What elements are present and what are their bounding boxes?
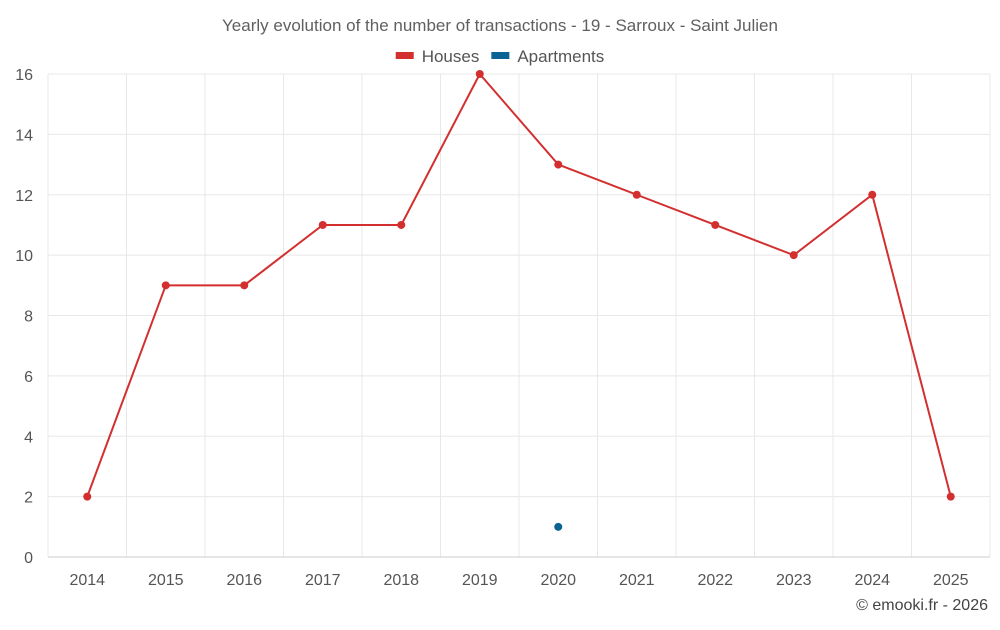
x-tick-label: 2018 [383,572,419,589]
y-tick-label: 6 [24,369,33,386]
x-tick-label: 2019 [462,572,498,589]
data-point-houses[interactable] [397,220,406,229]
y-tick-label: 14 [15,127,33,144]
data-point-houses[interactable] [318,220,327,229]
x-tick-label: 2023 [776,572,812,589]
data-point-houses[interactable] [946,492,955,501]
y-tick-label: 12 [15,188,33,205]
y-tick-label: 0 [24,550,33,567]
series-apartments [554,522,563,531]
legend-item-houses[interactable]: Houses [395,47,480,66]
data-point-houses[interactable] [789,251,798,260]
x-tick-label: 2020 [540,572,576,589]
series-line-houses [86,72,952,497]
legend-label: Apartments [517,47,604,66]
legend-swatch [491,52,510,59]
legend: Houses Apartments [395,47,604,66]
data-point-houses[interactable] [632,190,641,199]
x-tick-label: 2014 [69,572,105,589]
legend-swatch [395,52,414,59]
data-point-houses[interactable] [554,160,563,169]
data-point-houses[interactable] [161,281,170,290]
y-tick-label: 8 [24,309,33,326]
x-tick-label: 2015 [148,572,184,589]
y-tick-label: 2 [24,490,33,507]
data-point-houses[interactable] [711,220,720,229]
grid-lines [47,73,991,557]
x-tick-label: 2017 [305,572,341,589]
axes: 0 2 4 6 8 10 12 14 16 2014 2015 2016 2017 2018 2019 202… [15,67,990,589]
series-layer [83,70,955,531]
x-tick-label: 2022 [697,572,733,589]
series-houses [83,70,955,501]
legend-label: Houses [422,47,480,66]
data-point-houses[interactable] [83,492,92,501]
x-tick-label: 2025 [933,572,969,589]
chart-title: Yearly evolution of the number of transa… [222,16,778,35]
credit-text: © emooki.fr - 2026 [856,597,988,614]
data-point-houses[interactable] [868,190,877,199]
x-tick-label: 2016 [226,572,262,589]
x-tick-label: 2024 [854,572,890,589]
y-tick-label: 10 [15,248,33,265]
data-point-houses[interactable] [240,281,249,290]
data-point-houses[interactable] [475,70,484,78]
data-point-apartments[interactable] [554,522,563,531]
x-tick-label: 2021 [619,572,655,589]
legend-item-apartments[interactable]: Apartments [491,47,604,66]
y-tick-label: 4 [24,429,33,446]
y-tick-label: 16 [15,67,33,84]
